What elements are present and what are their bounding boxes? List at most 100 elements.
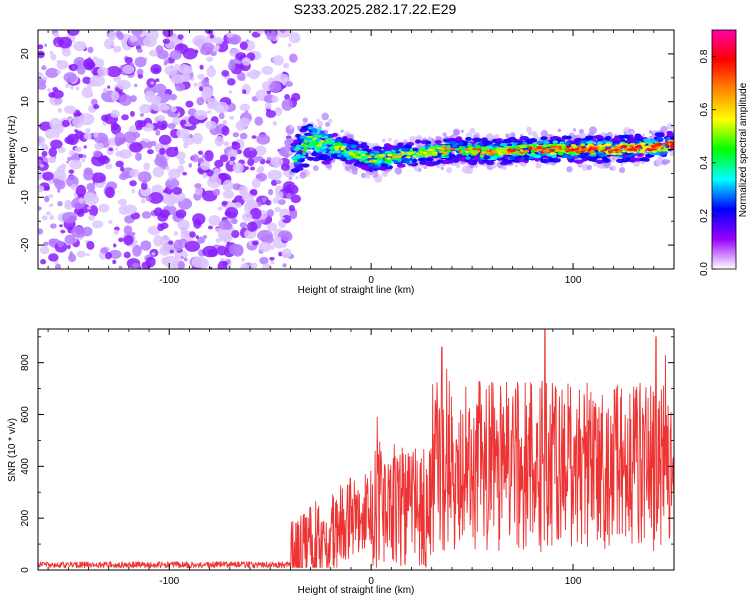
- signal-peak: [510, 149, 517, 153]
- noise-blob: [281, 215, 292, 224]
- signal-cell: [657, 133, 665, 138]
- signal-cell: [563, 148, 570, 151]
- noise-blob: [246, 221, 258, 232]
- signal-cell: [497, 147, 504, 150]
- noise-blob: [239, 41, 248, 51]
- noise-blob: [152, 166, 165, 178]
- signal-cell: [315, 135, 321, 138]
- signal-cell: [532, 144, 537, 148]
- signal-halo: [427, 136, 433, 142]
- noise-blob: [272, 197, 279, 204]
- signal-halo: [312, 165, 319, 172]
- noise-blob: [202, 172, 208, 179]
- noise-blob: [169, 50, 182, 60]
- noise-blob: [249, 207, 262, 220]
- noise-blob: [50, 53, 57, 61]
- signal-halo: [641, 133, 646, 138]
- noise-blob: [38, 50, 45, 59]
- signal-cell: [514, 155, 523, 160]
- signal-cell: [360, 165, 370, 170]
- noise-blob: [75, 184, 87, 197]
- noise-blob: [248, 147, 255, 151]
- signal-cell: [561, 135, 569, 140]
- noise-blob: [200, 160, 211, 171]
- spectrogram-y-tick-label: -20: [20, 237, 31, 252]
- noise-blob: [129, 180, 137, 187]
- signal-halo: [566, 166, 573, 173]
- signal-cell: [643, 138, 651, 143]
- noise-blob: [262, 263, 272, 269]
- noise-blob: [100, 247, 109, 254]
- signal-halo: [514, 164, 518, 168]
- signal-cell: [634, 145, 639, 148]
- signal-cell: [613, 135, 620, 140]
- noise-blob: [68, 150, 75, 156]
- signal-cell: [379, 154, 385, 157]
- noise-blob: [165, 59, 170, 64]
- noise-blob: [194, 183, 202, 189]
- noise-blob: [251, 178, 261, 189]
- noise-blob: [155, 78, 160, 83]
- noise-blob: [196, 96, 205, 106]
- signal-cell: [443, 148, 448, 152]
- noise-blob: [247, 158, 255, 167]
- signal-halo: [317, 120, 324, 127]
- noise-blob: [169, 249, 175, 254]
- noise-blob: [214, 135, 224, 147]
- signal-cell: [415, 139, 422, 144]
- signal-cell: [397, 142, 404, 147]
- noise-blob: [50, 139, 63, 149]
- noise-blob: [241, 212, 253, 222]
- noise-blob: [217, 206, 223, 211]
- noise-blob: [202, 234, 208, 239]
- noise-blob: [228, 90, 233, 94]
- noise-blob: [123, 235, 134, 246]
- signal-cell: [604, 136, 611, 141]
- signal-cell: [588, 157, 596, 162]
- signal-cell: [306, 135, 313, 139]
- signal-cell: [351, 144, 357, 149]
- noise-blob: [251, 240, 259, 246]
- signal-cell: [660, 147, 664, 150]
- noise-blob: [256, 30, 265, 35]
- noise-blob: [139, 103, 152, 114]
- signal-cell: [555, 146, 560, 150]
- noise-blob: [45, 211, 52, 216]
- signal-cell: [364, 160, 370, 164]
- noise-blob: [233, 202, 242, 209]
- noise-blob: [221, 70, 230, 77]
- signal-halo: [369, 142, 374, 148]
- noise-blob: [271, 95, 279, 103]
- noise-blob: [68, 169, 75, 174]
- signal-halo: [393, 139, 399, 145]
- noise-blob: [207, 176, 222, 189]
- signal-halo: [288, 150, 293, 155]
- spectrogram-y-tick-label: -10: [20, 190, 31, 205]
- noise-blob: [239, 103, 251, 112]
- signal-cell: [639, 157, 647, 162]
- signal-peak: [544, 149, 551, 153]
- noise-blob: [201, 78, 210, 88]
- signal-cell: [345, 160, 354, 165]
- signal-cell: [395, 154, 402, 158]
- noise-blob: [164, 65, 178, 76]
- signal-cell: [629, 158, 636, 163]
- signal-halo: [619, 166, 626, 174]
- noise-blob: [132, 131, 141, 139]
- noise-blob: [206, 66, 217, 78]
- noise-blob: [163, 105, 170, 111]
- noise-blob: [134, 83, 138, 88]
- noise-blob: [131, 232, 136, 236]
- signal-cell: [438, 150, 444, 154]
- noise-blob: [132, 244, 142, 257]
- signal-halo: [461, 165, 470, 174]
- noise-blob: [122, 64, 135, 75]
- signal-cell: [479, 154, 484, 158]
- signal-cell: [543, 140, 550, 145]
- noise-blob: [254, 116, 264, 126]
- snr-y-axis-label: SNR (10 * v/v): [7, 418, 18, 482]
- signal-cell: [586, 140, 594, 145]
- noise-blob: [64, 105, 77, 115]
- signal-cell: [455, 136, 463, 141]
